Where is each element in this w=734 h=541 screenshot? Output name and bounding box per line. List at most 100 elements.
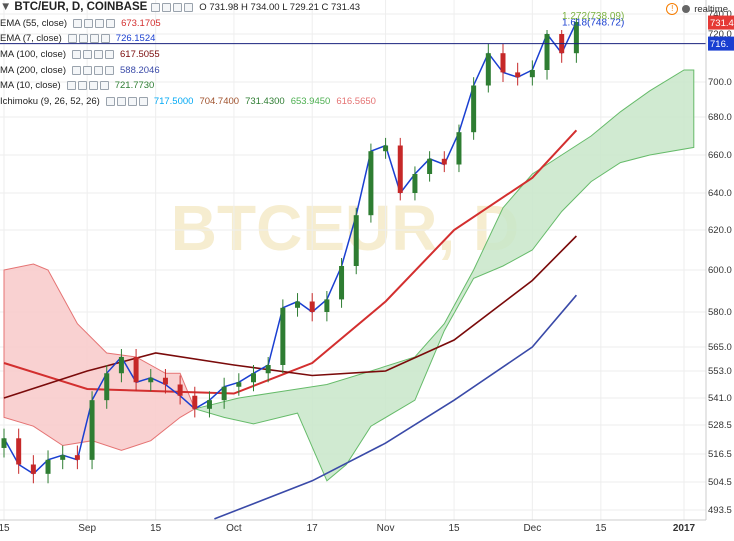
legend-row: EMA (7, close) 726.1524 bbox=[0, 31, 382, 47]
eye-icon[interactable] bbox=[89, 34, 99, 44]
toggle-icon[interactable] bbox=[67, 34, 77, 44]
candle-body bbox=[456, 132, 462, 165]
ohlc-low: L 729.21 bbox=[282, 2, 319, 14]
settings-icon[interactable] bbox=[78, 34, 88, 44]
legend-name: MA (10, close) bbox=[0, 80, 61, 92]
settings-icon[interactable] bbox=[116, 96, 126, 106]
legend-buttons bbox=[73, 18, 116, 28]
legend-row: EMA (55, close) 673.1705 bbox=[0, 16, 382, 32]
candle-body bbox=[500, 53, 506, 73]
close-icon[interactable] bbox=[99, 81, 109, 91]
legend-value: 726.1524 bbox=[115, 33, 156, 45]
y-tick-label: 680.0 bbox=[708, 112, 732, 123]
close-icon[interactable] bbox=[100, 34, 110, 44]
settings-icon[interactable] bbox=[83, 50, 92, 60]
legend-row: MA (10, close) 721.7730 bbox=[0, 78, 382, 94]
y-tick-label: 740.0 bbox=[708, 9, 732, 20]
eye-icon[interactable] bbox=[88, 81, 98, 91]
legend-buttons bbox=[72, 65, 114, 75]
toggle-icon[interactable] bbox=[73, 18, 83, 28]
candle-body bbox=[529, 70, 535, 78]
eye-icon[interactable] bbox=[173, 3, 183, 13]
y-tick-label: 541.0 bbox=[708, 393, 732, 404]
ohlc-close: C 731.43 bbox=[321, 2, 361, 14]
ma-line bbox=[214, 294, 578, 520]
y-tick-label: 640.0 bbox=[708, 188, 732, 199]
chevron-icon[interactable]: ▼ bbox=[0, 1, 12, 14]
settings-icon[interactable] bbox=[162, 3, 172, 13]
settings-icon[interactable] bbox=[84, 18, 94, 28]
eye-icon[interactable] bbox=[94, 65, 103, 75]
candle-body bbox=[412, 174, 418, 193]
y-tick-label: 553.0 bbox=[708, 366, 732, 377]
candle-body bbox=[16, 438, 22, 465]
close-icon[interactable] bbox=[106, 18, 116, 28]
close-icon[interactable] bbox=[105, 50, 114, 60]
realtime-label: realtime bbox=[694, 3, 728, 15]
candle-body bbox=[397, 145, 403, 193]
candle-body bbox=[265, 365, 271, 374]
candle-body bbox=[45, 459, 51, 474]
ichimoku-cloud-bull bbox=[192, 69, 695, 482]
candle-body bbox=[177, 384, 183, 396]
x-tick-label: 15 bbox=[0, 523, 10, 534]
legend-row: Ichimoku (9, 26, 52, 26) 717.5000 704.7400… bbox=[0, 94, 382, 110]
ohlc-open: O 731.98 bbox=[199, 2, 239, 14]
candle-body bbox=[573, 22, 579, 54]
legend-value: 731.4300 bbox=[245, 95, 285, 107]
y-tick-label: 720.0 bbox=[708, 29, 732, 40]
ema7-line bbox=[3, 21, 578, 475]
legend-value: 617.5055 bbox=[120, 49, 160, 61]
legend-value: 721.7730 bbox=[114, 80, 155, 92]
candle-body bbox=[1, 438, 7, 448]
candle-body bbox=[383, 145, 389, 152]
candle-body bbox=[515, 72, 521, 78]
toggle-icon[interactable] bbox=[72, 50, 81, 60]
price-tag-label: 716. bbox=[710, 39, 729, 50]
legend-buttons bbox=[66, 81, 109, 91]
toggle-icon[interactable] bbox=[151, 3, 161, 13]
candle-body bbox=[60, 455, 66, 460]
candle-body bbox=[368, 151, 374, 216]
close-icon[interactable] bbox=[184, 3, 194, 13]
legend-buttons bbox=[72, 50, 114, 60]
candle-body bbox=[89, 400, 95, 460]
candle-body bbox=[471, 85, 477, 133]
settings-icon[interactable] bbox=[77, 81, 87, 91]
legend-row: MA (200, close) 588.2046 bbox=[0, 62, 382, 78]
y-tick-label: 516.5 bbox=[708, 449, 732, 460]
alert-icon[interactable]: ! bbox=[666, 3, 679, 15]
ichimoku-cloud-bear bbox=[3, 263, 196, 451]
toggle-icon[interactable] bbox=[66, 81, 76, 91]
legend-name: MA (100, close) bbox=[0, 49, 66, 61]
legend-row: MA (100, close) 617.5055 bbox=[0, 47, 382, 63]
legend-value: 673.1705 bbox=[121, 17, 161, 29]
candle-body bbox=[309, 301, 315, 312]
realtime-indicator[interactable]: ! realtime bbox=[666, 3, 728, 15]
candle-body bbox=[192, 395, 198, 409]
candle-body bbox=[148, 377, 154, 383]
candle-body bbox=[206, 400, 212, 409]
candle-body bbox=[339, 266, 345, 300]
eye-icon[interactable] bbox=[94, 50, 103, 60]
candle-body bbox=[280, 307, 286, 365]
toggle-icon[interactable] bbox=[105, 96, 115, 106]
symbol-title: BTC/EUR, D, COINBASE bbox=[14, 1, 148, 14]
candle-body bbox=[118, 357, 124, 374]
x-tick-label: Nov bbox=[377, 523, 395, 534]
legend-name: EMA (55, close) bbox=[0, 17, 68, 29]
y-tick-label: 600.0 bbox=[708, 265, 732, 276]
price-tag bbox=[708, 36, 734, 51]
eye-icon[interactable] bbox=[95, 18, 105, 28]
close-icon[interactable] bbox=[105, 65, 114, 75]
candle-body bbox=[221, 386, 227, 401]
x-tick-label: 15 bbox=[595, 523, 607, 534]
toggle-icon[interactable] bbox=[72, 65, 81, 75]
eye-icon[interactable] bbox=[127, 96, 137, 106]
y-tick-label: 620.0 bbox=[708, 225, 732, 236]
fib-label: 1.618(748.72) bbox=[562, 18, 624, 29]
settings-icon[interactable] bbox=[83, 65, 92, 75]
close-icon[interactable] bbox=[138, 96, 148, 106]
